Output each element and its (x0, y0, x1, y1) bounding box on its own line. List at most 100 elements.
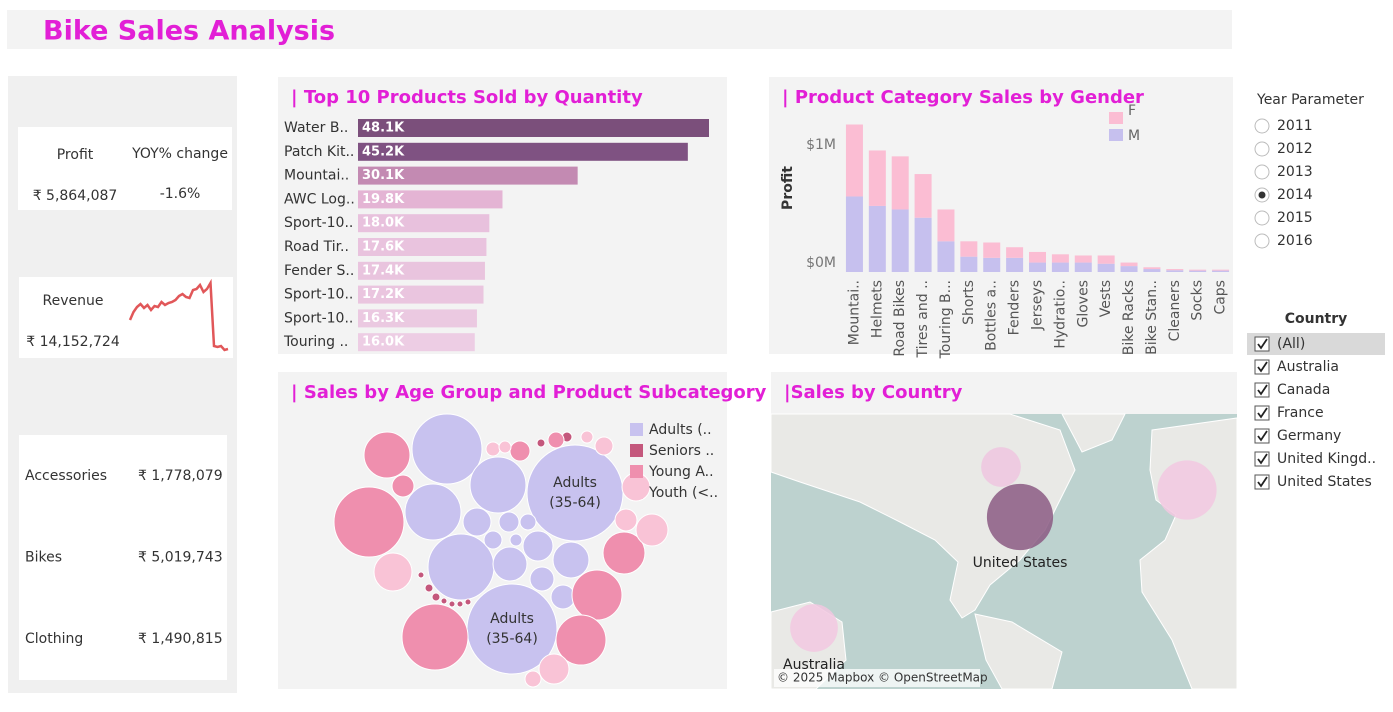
checkbox-label[interactable]: Germany (1277, 428, 1341, 444)
map-bubble (986, 483, 1054, 551)
bar-segment (1166, 270, 1184, 272)
checkbox-label[interactable]: France (1277, 405, 1324, 421)
bar-segment (1166, 269, 1184, 271)
checkmark (1257, 476, 1268, 488)
x-tick-label: Cleaners (1167, 280, 1183, 341)
bubble-label: (35-64) (549, 495, 601, 511)
y-tick-label: Sport-10.. (284, 287, 353, 303)
panel (769, 77, 1233, 354)
bubble (401, 603, 469, 671)
legend-label: Seniors .. (649, 443, 714, 459)
bar (358, 166, 578, 185)
x-tick-label: Bottles a.. (984, 280, 1000, 351)
value-label: 17.2K (362, 287, 405, 302)
bar-segment (983, 242, 1001, 258)
y-tick-label: Touring .. (283, 334, 348, 350)
x-tick-label: Jerseys (1030, 280, 1046, 331)
bar-segment (1051, 254, 1069, 263)
bar-segment (1189, 269, 1207, 271)
legend-swatch (630, 423, 643, 436)
radio[interactable] (1254, 233, 1270, 249)
x-tick-label: Socks (1190, 280, 1206, 321)
radio[interactable] (1254, 118, 1270, 134)
checkmark (1257, 338, 1268, 350)
bubble (363, 431, 411, 479)
checkmark (1257, 453, 1268, 465)
checkbox-label[interactable]: Australia (1277, 359, 1339, 375)
checkbox-label[interactable]: (All) (1277, 336, 1305, 352)
checkbox-label[interactable]: Canada (1277, 382, 1330, 398)
bar (358, 285, 484, 304)
category-name: Bikes (25, 550, 62, 566)
checkbox-label[interactable]: United Kingd.. (1277, 451, 1376, 467)
radio-label[interactable]: 2016 (1277, 233, 1313, 249)
map-bubble (981, 447, 1021, 487)
bubble (594, 436, 614, 456)
bubble (448, 600, 456, 608)
bubble (404, 483, 462, 541)
bar-segment (960, 256, 978, 272)
bar-segment (845, 196, 863, 272)
bubble (547, 431, 565, 449)
bubble (464, 598, 472, 606)
radio-label[interactable]: 2012 (1277, 141, 1313, 157)
bubble (550, 584, 576, 610)
dashboard-title: Bike Sales Analysis (43, 16, 335, 47)
bubble (529, 566, 555, 592)
category-name: Clothing (25, 631, 83, 647)
y-tick-label: Water B.. (284, 120, 348, 136)
bubble (509, 440, 531, 462)
sparkline (128, 278, 229, 352)
category-value: ₹ 1,490,815 (138, 631, 223, 647)
radio[interactable] (1254, 210, 1270, 226)
x-tick-label: Bike Racks (1121, 280, 1137, 355)
bubble (462, 507, 492, 537)
legend-swatch (1109, 129, 1123, 141)
legend-label: F (1128, 103, 1136, 119)
yoy-value: -1.6% (160, 186, 201, 202)
map-label: United States (973, 555, 1068, 571)
bubble (552, 541, 590, 579)
bar-segment (1120, 262, 1138, 267)
map-bubble (790, 604, 838, 652)
radio[interactable] (1254, 141, 1270, 157)
legend-label: Youth (<.. (648, 485, 718, 501)
bubble (580, 430, 594, 444)
checkbox-label[interactable]: United States (1277, 474, 1372, 490)
legend-swatch (630, 465, 643, 478)
revenue-label: Revenue (43, 293, 104, 309)
bar-segment (1051, 262, 1069, 272)
bubble (524, 670, 542, 688)
x-tick-label: Gloves (1075, 280, 1091, 328)
radio-label[interactable]: 2015 (1277, 210, 1313, 226)
bar (358, 119, 709, 137)
x-tick-label: Bike Stan.. (1144, 280, 1160, 355)
radio-label[interactable]: 2014 (1277, 187, 1313, 203)
bar (358, 333, 475, 352)
y-tick-label: AWC Log.. (284, 191, 355, 207)
highlight (1247, 333, 1385, 355)
value-label: 17.4K (362, 263, 405, 278)
bar (358, 190, 503, 209)
y-tick-label: Fender S.. (284, 263, 354, 279)
x-tick-label: Hydratio.. (1052, 280, 1068, 349)
bar-segment (1189, 270, 1207, 272)
bubble (391, 474, 415, 498)
bubble (536, 438, 546, 448)
checkmark (1257, 430, 1268, 442)
bubble (509, 533, 523, 547)
y-tick-label: Patch Kit.. (284, 144, 354, 160)
chart-title: | Product Category Sales by Gender (782, 87, 1144, 108)
profit-card (18, 127, 232, 210)
bar-segment (960, 241, 978, 257)
bubble (526, 444, 624, 542)
bubble (431, 592, 441, 602)
radio-label[interactable]: 2013 (1277, 164, 1313, 180)
bubble (602, 531, 646, 575)
radio[interactable] (1254, 164, 1270, 180)
profit-value: ₹ 5,864,087 (33, 188, 118, 204)
bar (358, 214, 490, 233)
radio-label[interactable]: 2011 (1277, 118, 1313, 134)
bubble (498, 440, 512, 454)
